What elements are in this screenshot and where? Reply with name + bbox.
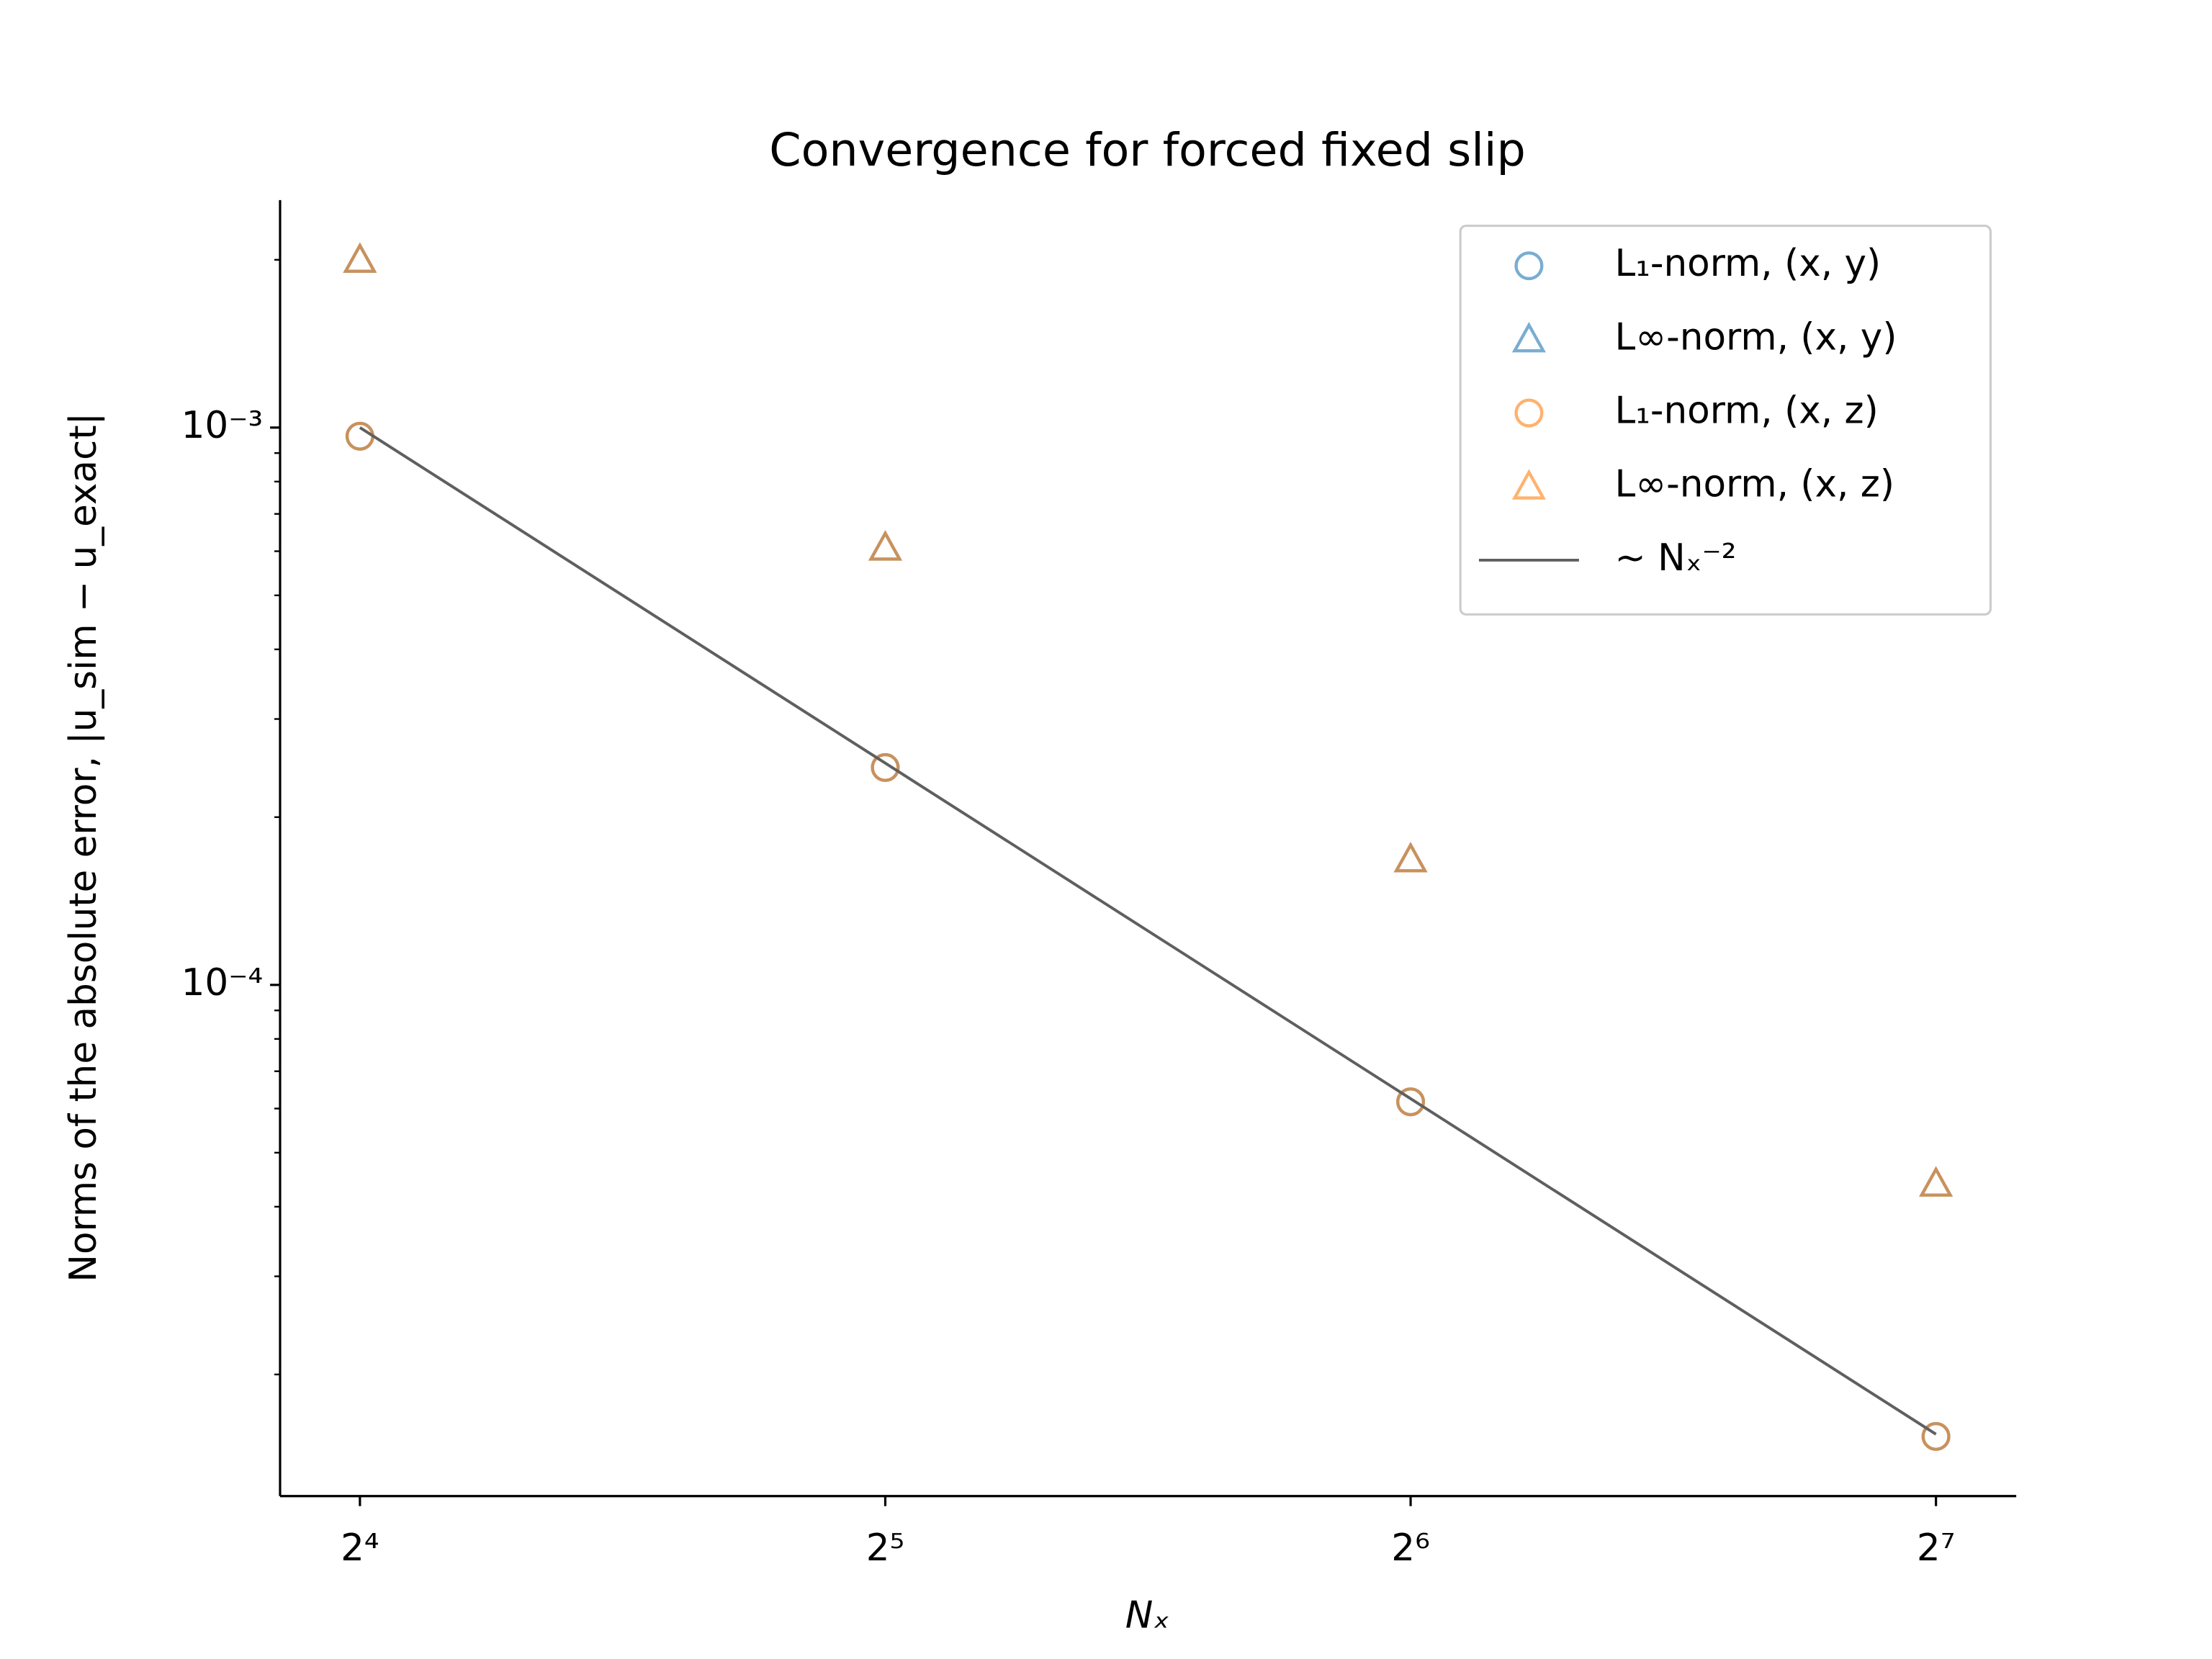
marker-triangle [1919, 1166, 1954, 1197]
y-tick-label: 10⁻⁴ [181, 961, 264, 1004]
x-tick-label: 2⁴ [341, 1527, 379, 1570]
marker-triangle [1393, 842, 1428, 873]
legend-label: L∞-norm, (x, y) [1614, 315, 1897, 359]
y-axis-label: Norms of the absolute error, |u_sim − u_… [62, 413, 105, 1282]
marker-triangle [1511, 469, 1546, 500]
x-tick-label: 2⁷ [1917, 1527, 1956, 1570]
marker-circle [1396, 1087, 1426, 1117]
reference-line [359, 426, 1937, 1436]
marker-triangle [1511, 321, 1546, 353]
x-tick-label: 2⁵ [866, 1527, 905, 1570]
legend-label: L₁-norm, (x, y) [1614, 242, 1881, 285]
marker-circle [1514, 251, 1544, 281]
marker-circle [1514, 398, 1544, 428]
x-tick-label: 2⁶ [1391, 1527, 1430, 1570]
marker-circle [1921, 1421, 1951, 1452]
legend-box [1459, 224, 1992, 616]
x-axis-label: Nₓ [1125, 1593, 1169, 1637]
legend-label: ~ Nₓ⁻² [1614, 536, 1736, 580]
marker-triangle [868, 530, 903, 561]
legend-label: L₁-norm, (x, z) [1614, 390, 1878, 433]
chart-title: Convergence for forced fixed slip [769, 123, 1526, 176]
legend-label: L∞-norm, (x, z) [1614, 463, 1894, 506]
marker-circle [871, 752, 900, 782]
marker-triangle [343, 242, 377, 273]
y-tick-label: 10⁻³ [181, 404, 264, 447]
